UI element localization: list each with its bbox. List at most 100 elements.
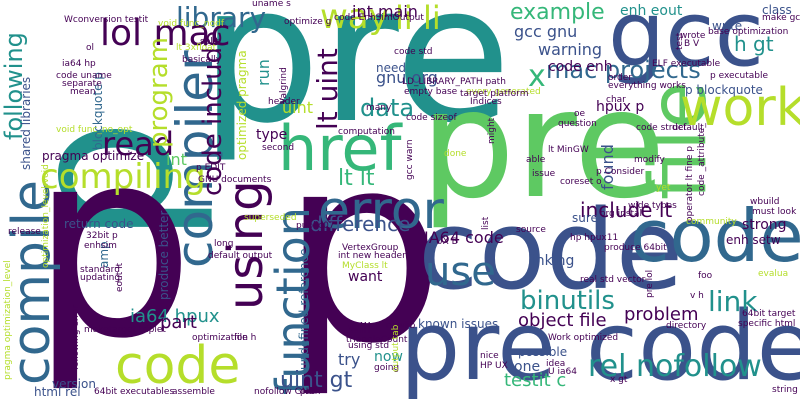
word-evalua: evalua (758, 269, 789, 279)
word-linking: linking (528, 253, 575, 269)
word-elf-executable: ELF executable (652, 59, 721, 69)
word-valgrind: Valgrind (279, 67, 289, 104)
word-wide-types: wide types (628, 201, 677, 211)
word-html-rel: html rel (34, 385, 81, 399)
word-produce-64bit: produce 64bit (604, 243, 667, 253)
word-operator-lt: operator lt fine p (685, 146, 695, 222)
word-one: one (514, 359, 541, 375)
word-source: source (516, 225, 546, 235)
word-difference: difference (310, 212, 411, 236)
word-might: might (487, 117, 497, 144)
word-li-li: li li (395, 0, 441, 37)
word-empty-base: empty base (404, 87, 458, 97)
word-able: able (526, 155, 546, 165)
word-ia64-hpux: ia64 hpux (130, 306, 220, 327)
word-pragma-optimize: pragma optimize (42, 149, 145, 163)
word-code-enhsimoutput: code EnhSimOutput (334, 13, 424, 23)
word-oe: oe (574, 109, 586, 119)
word-code-enh: code enh (548, 59, 613, 75)
word-nice: nice (480, 351, 499, 361)
word-computation: computation (338, 127, 395, 137)
word-vertexgroup: VertexGroup (342, 243, 399, 253)
word-64bit-exec: 64bit executables (94, 387, 175, 397)
word-uint: uint (282, 98, 313, 117)
word-program: program (144, 37, 174, 148)
word-need: need (376, 61, 406, 75)
word-b-v: B V (684, 39, 700, 49)
word-work: work (680, 78, 800, 138)
word-code-uname: code uname (56, 71, 112, 81)
word-mean: mean (70, 87, 96, 97)
word-wrote: wrote (680, 31, 706, 41)
word-ia64-code: IA64 code (424, 228, 504, 247)
word-x: x (528, 59, 546, 94)
word-void-func-nodf: void func_nodf (158, 19, 225, 29)
word-uname-s: uname s (252, 0, 291, 9)
word-gnu-org: gnu org (376, 68, 438, 87)
word-directory: directory (666, 321, 707, 331)
word-basically: basically (182, 55, 222, 65)
word-idea: idea (546, 359, 566, 369)
word-v-h: v h (690, 291, 704, 301)
word-example: example (510, 0, 605, 25)
word-lol-mac: lol mac (100, 13, 231, 54)
word-p-blockquote: p blockquote (685, 83, 763, 97)
word-public07: public07 (296, 221, 335, 231)
word-newlib: newlib (386, 321, 416, 331)
word-release: release (8, 227, 41, 237)
word-indices: Indices (470, 97, 502, 107)
word-long: long (214, 239, 234, 249)
word-type: type (256, 127, 288, 143)
word-specific-html: specific html (738, 319, 796, 329)
word-order: order (608, 73, 632, 83)
word-second: second (262, 143, 295, 153)
word-int: int (166, 150, 187, 169)
word-ol: ol (86, 43, 95, 53)
word-community: community (686, 217, 737, 227)
word-done: done (444, 149, 467, 159)
word-href: href (278, 112, 402, 185)
word-try: try (338, 350, 361, 369)
word-enh-setw: enh setw (726, 233, 781, 247)
word-gcc-gnu: gcc gnu (514, 22, 578, 41)
word-code-struct: code struct (636, 123, 687, 133)
word-p-big: p (30, 94, 196, 396)
word-undefined-reference: undefined reference (297, 248, 311, 371)
word-test: test (675, 32, 685, 50)
word-pre-right: pre (420, 58, 666, 232)
word-using-std: using std (348, 341, 390, 351)
word-optimized-pragma: optimized pragma (235, 50, 249, 160)
word-code-pre: code pre (630, 194, 800, 278)
word-will: will (348, 321, 372, 337)
word-library: library (176, 1, 267, 34)
word-p-mid: p (280, 99, 446, 400)
word-std-vector: std vector (600, 275, 646, 285)
word-gcc-warn: gcc warn (405, 139, 415, 180)
word-binutils: binutils (520, 286, 615, 316)
word-mac-projects: mac projects (546, 56, 701, 84)
word-default: default (672, 123, 704, 133)
word-sure: sure (572, 211, 598, 225)
word-ia64-hp: ia64 hp (62, 59, 96, 69)
word-lt-lt: lt lt (338, 166, 375, 191)
word-work-optimized: Work optimized (548, 333, 619, 343)
word-everything-works: everything works (608, 81, 686, 91)
word-file-h: file h (234, 333, 257, 343)
word-base-optimization: base optimization (708, 27, 789, 37)
word-going: going (374, 363, 400, 373)
word-ux-b: UX B (436, 237, 458, 247)
word-run: run (254, 59, 273, 86)
word-nofollow-gnu: nofollow GNU (254, 387, 315, 397)
word-part: part (160, 312, 197, 333)
word-optimization-level: optimization_level void (41, 164, 51, 268)
word-int-main: int main (352, 2, 418, 21)
word-p-consider: p Consider (596, 167, 645, 177)
word-hp-ux: HP UX (480, 361, 508, 371)
word-enh-eout: enh eout (620, 3, 683, 19)
word-header: header (268, 97, 300, 107)
word-uint-gt: uint gt (280, 368, 353, 393)
word-code-std: code std (394, 47, 433, 57)
word-output: output tab (391, 324, 401, 372)
word-known-issues: known issues (418, 317, 499, 331)
